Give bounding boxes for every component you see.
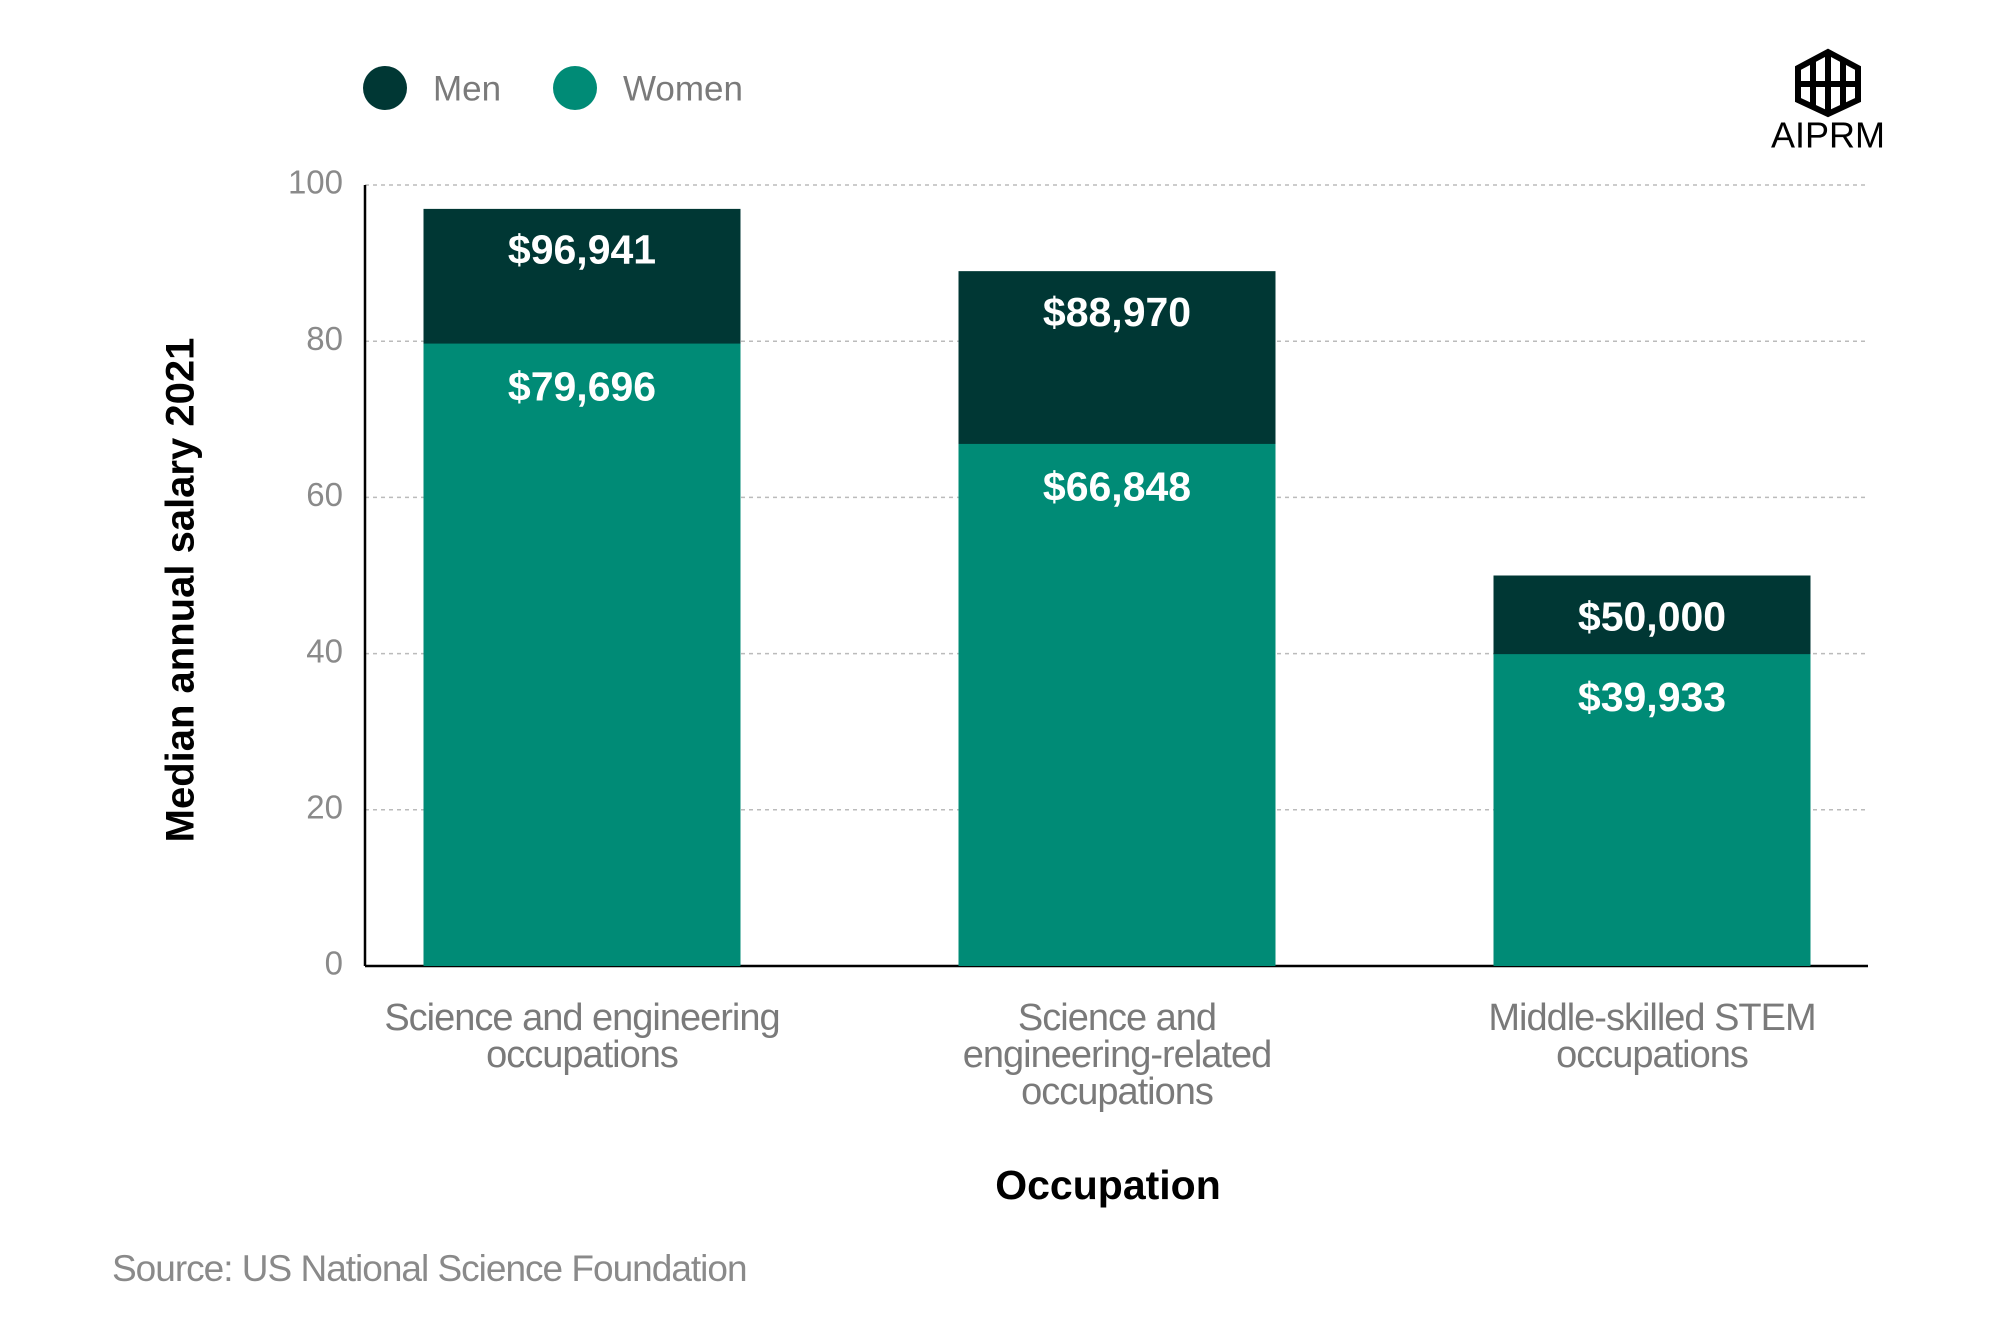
bar <box>958 443 1276 966</box>
y-tick-label: 100 <box>288 164 343 201</box>
legend-swatch <box>553 66 597 110</box>
bar <box>1493 654 1811 966</box>
y-tick-label: 40 <box>306 632 343 669</box>
value-label: $79,696 <box>508 363 656 409</box>
y-tick-label: 20 <box>306 789 343 826</box>
logo-text: AIPRM <box>1771 115 1885 156</box>
value-label: $88,970 <box>1043 289 1191 335</box>
value-label: $50,000 <box>1578 593 1726 639</box>
y-axis-label: Median annual salary 2021 <box>159 338 203 843</box>
source-note: Source: US National Science Foundation <box>112 1248 748 1289</box>
x-tick-label: Science and engineering occupations <box>384 997 780 1076</box>
y-tick-label: 60 <box>306 476 343 513</box>
legend-label: Men <box>433 69 501 108</box>
legend-label: Women <box>623 69 743 108</box>
legend-swatch <box>363 66 407 110</box>
y-tick-label: 0 <box>325 945 343 982</box>
bar <box>423 343 741 967</box>
value-label: $39,933 <box>1578 674 1726 720</box>
value-label: $96,941 <box>508 227 656 273</box>
x-tick-label: Middle-skilled STEM occupations <box>1488 997 1816 1076</box>
x-axis-label: Occupation <box>995 1162 1221 1208</box>
logo-icon <box>1795 48 1861 118</box>
y-tick-label: 80 <box>306 320 343 357</box>
value-label: $66,848 <box>1043 464 1191 510</box>
x-tick-label: Science and engineering-related occupati… <box>962 997 1272 1113</box>
